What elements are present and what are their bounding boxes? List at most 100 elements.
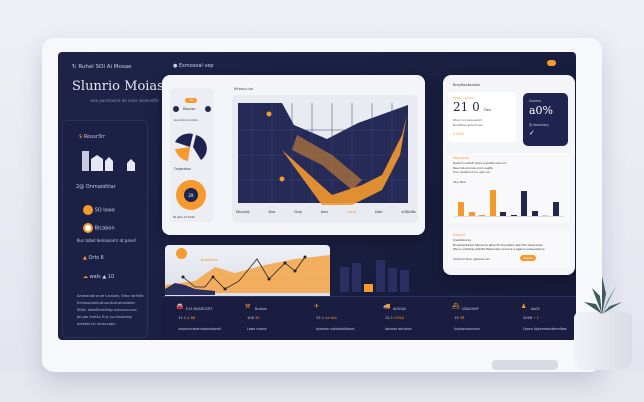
desk-shelf (0, 372, 644, 402)
next-icon[interactable] (205, 106, 211, 112)
sun-icon (176, 248, 187, 259)
stat-number: 21 0 (453, 100, 480, 114)
page-subtitle: vwe pacmavire de nuce womcotfe (90, 98, 159, 103)
bar (400, 270, 409, 292)
stat-val-accent: 30 (255, 316, 260, 320)
plane-icon: ✈ (314, 303, 320, 310)
stat-val-accent: 5R (459, 316, 465, 320)
bar (340, 267, 349, 292)
ring-value: 2lt (184, 188, 198, 202)
stat-title: E1S BOAROCRT (186, 307, 213, 311)
stat-val-accent: ud ata (325, 316, 337, 320)
stat-val: 2006 (523, 316, 533, 320)
stat-desc: Uqubanoourourr (454, 327, 481, 331)
stat-card: SDPlo I ampai 21 0 Ors Dlaoc so eluueeci… (448, 92, 516, 142)
chart-sub: Aby slber (453, 180, 467, 184)
prev-icon[interactable] (173, 106, 179, 112)
bar-chart (454, 189, 564, 217)
footer-line: octeets lei muaccopu (77, 322, 116, 326)
bar (364, 284, 373, 292)
bar (510, 215, 517, 216)
x-tick: Ebupoly (236, 210, 250, 214)
sidebar-title: Rousr3rr (83, 134, 106, 140)
mini-panel: 10 Roovor Aua Socrra idlru Ovtprotso 2lt… (170, 88, 214, 222)
chart-point[interactable] (266, 111, 272, 117)
sidebar: $ Rousr3rr 2@ Onmaiottiar SO lowe Blcabo… (62, 120, 148, 338)
bar (352, 263, 361, 292)
stat-val-accent: • 1 (533, 316, 539, 320)
bar (458, 201, 464, 216)
sidebar-item-4[interactable]: ▲ Orts 6 (83, 255, 104, 261)
truck-icon: 🚚 (383, 303, 391, 310)
note-title: Eubyurt (453, 233, 466, 237)
sidebar-item-0[interactable]: 2@ Onmaiottiar (76, 184, 116, 190)
bar (388, 268, 397, 292)
note-line: Broedearbedso Meraurre abhe Encbyoutbre … (453, 242, 543, 247)
ring-gauge: 2lt (176, 180, 206, 210)
notification-badge[interactable] (547, 60, 556, 66)
stat-item[interactable]: ✈ 23 1 ud ata Ayerooe urbiobarfbbevd (314, 303, 378, 339)
stat-desc: Opore Abyerrebosbtrrefbea (523, 327, 567, 331)
stat-desc: Ayerooe urbiobarfbbevd (316, 327, 355, 331)
stat-val: 108 (247, 316, 254, 320)
sidebar-note: Kus tobol benaioamr at pane! (77, 238, 137, 243)
stat-label: SDPlo I ampai (453, 96, 474, 100)
center-card: 10 Roovor Aua Socrra idlru Ovtprotso 2lt… (162, 75, 425, 235)
stat-item[interactable]: 🚚 AOlOAS 13 1 OOLU Aorsrea aecitose (383, 303, 447, 339)
stat-title: Ao0S (531, 307, 540, 311)
area-label: Bolobnes (201, 258, 218, 262)
stat-val-accent: A 88 (187, 316, 196, 320)
stat-val: 13 (454, 316, 459, 320)
bar (552, 201, 559, 216)
stat-val: 13 1 (385, 316, 394, 320)
dashboard-screen: ↻ Ruhel SOI Ai Mosae ● Esmosoal vep Slun… (58, 52, 576, 340)
item-label: wals ▲ 10 (89, 274, 115, 280)
stats-strip: 🚘 E1S BOAROCRT 13 1 A 88 unpornorobernto… (162, 296, 576, 340)
item-label: Blcabon (94, 225, 115, 232)
item-label: SO lowe (94, 207, 115, 214)
pie-chart (175, 133, 207, 161)
bar-chart-lower (340, 252, 420, 292)
bar (531, 210, 538, 216)
monitor-stand (492, 360, 558, 370)
stat-item[interactable]: ♟ Ao0S 2006 • 1 Opore Abyerrebosbtrrefbe… (521, 303, 576, 339)
sidebar-item-5[interactable]: ☁ wals ▲ 10 (83, 274, 114, 280)
x-tick: sucfd (346, 210, 357, 214)
dark-label: Uoveve (529, 99, 541, 103)
bar (489, 190, 496, 216)
bar (521, 191, 527, 216)
stat-item[interactable]: ⛴ UDAONSP 13 5R Uqubanoourourr (452, 303, 516, 339)
stat-item[interactable]: ⚒ Bueam 108 30 Lowe sraose (245, 303, 309, 339)
sidebar-item-2[interactable]: Blcabon (83, 223, 115, 233)
cloud-icon: ☁ (83, 274, 88, 280)
x-tick: Doa (268, 210, 276, 214)
note-button[interactable]: Ebbue (520, 255, 536, 261)
stat-val: 23 1 (316, 316, 325, 320)
stat-val: 13 1 (178, 316, 187, 320)
dark-stat-card: Uoveve a0% @ lbanmons ✓ (523, 93, 568, 146)
ship-icon: ⛴ (452, 303, 460, 310)
coin-icon (83, 205, 93, 215)
warning-icon: ▲ (83, 255, 87, 261)
stat-unit: Ors (483, 107, 491, 112)
plant-icon (584, 276, 622, 314)
chart-lines: Desboh soatxE doiss Anpstbecueriocd Beecr… (453, 161, 506, 175)
x-tick: a/IDAIDs (401, 210, 416, 214)
center-label-text: Esmosoal vep (178, 63, 214, 69)
bar (479, 214, 485, 216)
mini-legend: Aua Socrra idlru (174, 118, 199, 122)
user-icon: ♟ (521, 303, 527, 310)
dark-sub: @ lbanmons (529, 123, 549, 127)
sidebar-footer: Arsmanail aure lucasen, Emo rarrtiltt Ect… (77, 293, 143, 328)
stat-value: 21 0 Ors (453, 100, 491, 114)
item-label: Onmaiottiar (85, 184, 116, 190)
refresh-icon[interactable]: ↻ (72, 64, 77, 70)
sidebar-item-1[interactable]: SO lowe (83, 205, 115, 215)
x-tick: Dwh (375, 210, 383, 214)
area-chart (165, 255, 330, 295)
stat-foot: 4 AOO (453, 132, 464, 136)
stat-item[interactable]: 🚘 E1S BOAROCRT 13 1 A 88 unpornorobernto… (176, 303, 240, 339)
chart-point[interactable] (279, 176, 285, 182)
chart-title: Mrbncu.bo (234, 87, 254, 91)
right-title: Brsyftocbcutbn (453, 83, 481, 87)
